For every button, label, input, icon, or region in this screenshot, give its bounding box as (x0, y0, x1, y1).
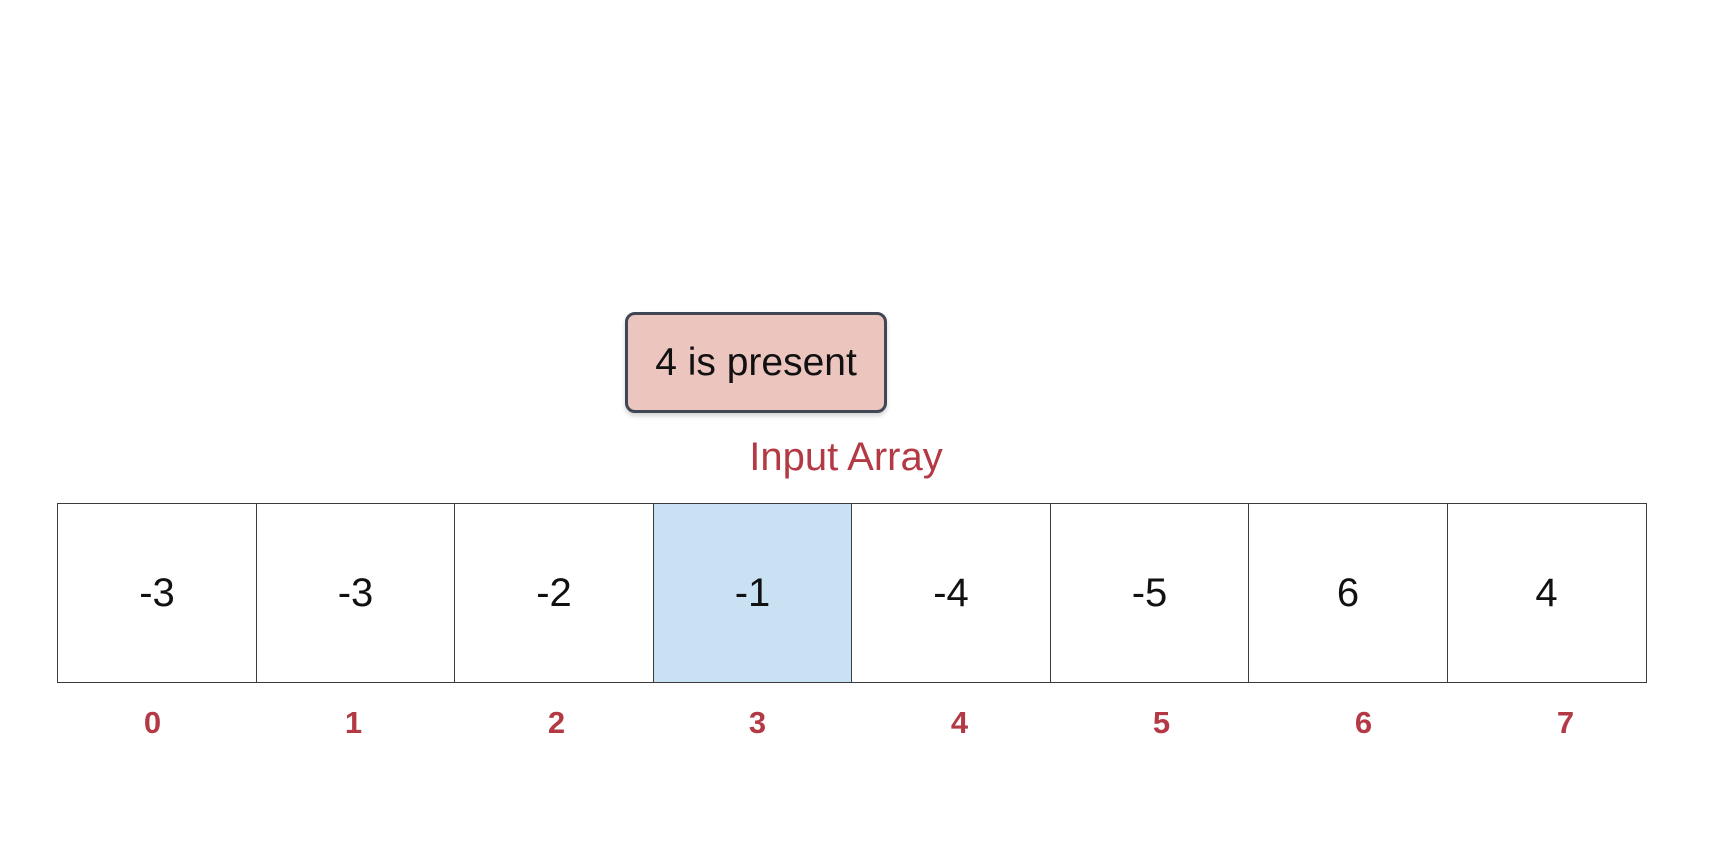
array-index-label: 5 (1152, 705, 1171, 740)
result-callout: 4 is present (625, 312, 887, 413)
array-cell: 6 (1248, 503, 1448, 683)
array-cell: -5 (1049, 503, 1250, 683)
array-cell: -2 (454, 503, 654, 683)
array-cell: 4 (1446, 503, 1647, 683)
array-index-label: 6 (1354, 705, 1373, 740)
array-cell: -3 (255, 503, 456, 683)
array-index-label: 7 (1556, 705, 1575, 740)
array-index-label: 2 (547, 705, 566, 740)
array-index-row: 0 1 2 3 4 5 6 7 (57, 705, 1665, 741)
array-index-label: 1 (344, 705, 363, 740)
array-cell: -1 (652, 503, 853, 683)
array-cell: -3 (57, 503, 257, 683)
array-index-label: 3 (748, 705, 767, 740)
array-index-label: 4 (950, 705, 969, 740)
input-array: -3 -3 -2 -1 -4 -5 6 4 (57, 503, 1647, 683)
array-title: Input Array (749, 435, 943, 479)
result-callout-text: 4 is present (655, 340, 857, 384)
array-cell: -4 (851, 503, 1051, 683)
array-index-label: 0 (143, 705, 162, 740)
